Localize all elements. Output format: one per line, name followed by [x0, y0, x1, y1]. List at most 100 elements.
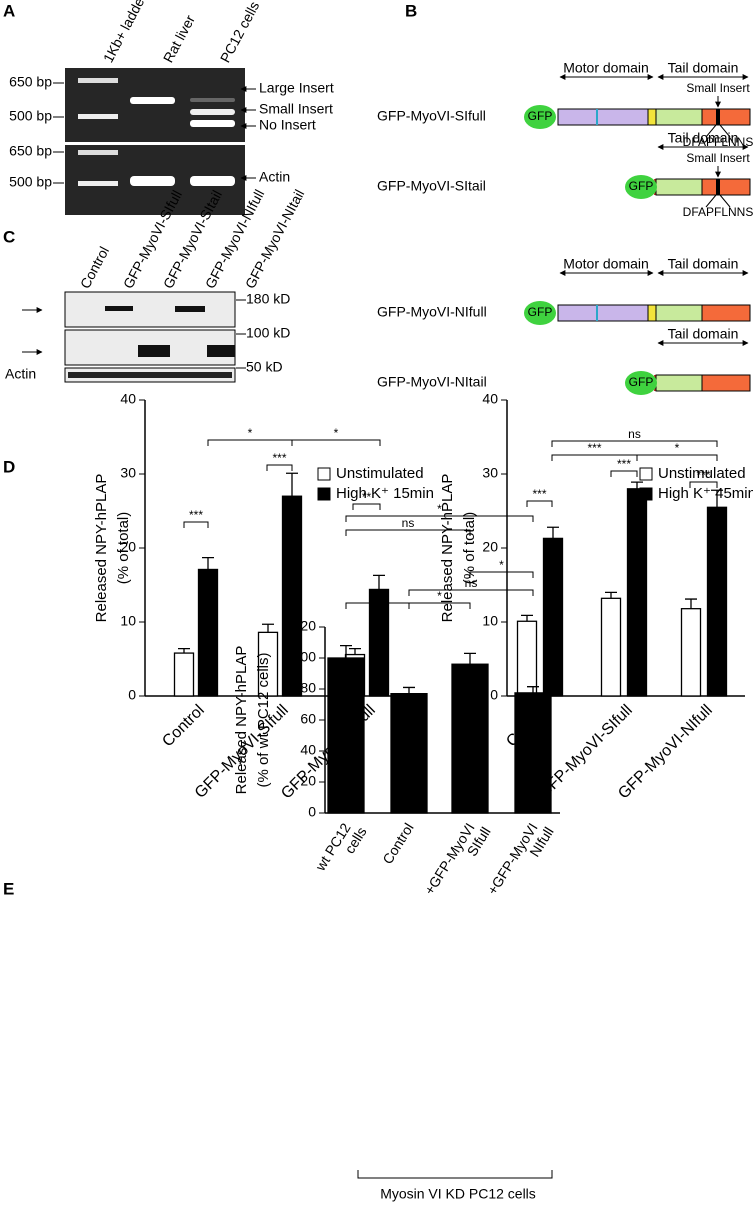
blot-image — [64, 291, 236, 328]
bar — [327, 657, 365, 814]
blot-band — [207, 345, 235, 357]
construct-name: GFP-MyoVI-SItail — [377, 178, 486, 194]
significance-bracket — [266, 464, 293, 471]
y-tick-label: 0 — [308, 804, 316, 820]
gfp-tag — [524, 105, 556, 129]
motor-domain — [557, 304, 649, 322]
blot-band — [175, 306, 205, 312]
y-axis-label: Released NPY-hPLAP — [233, 646, 250, 795]
significance-label: * — [437, 502, 442, 516]
gel-band — [78, 114, 118, 119]
domain-label: Tail domain — [668, 60, 739, 76]
bar — [680, 608, 702, 697]
significance-label: * — [334, 426, 339, 440]
bar — [600, 597, 622, 697]
gel-band — [130, 176, 175, 186]
legend-swatch — [639, 467, 653, 481]
size-marker: 650 bp — [9, 74, 52, 90]
band-label: Large Insert — [259, 80, 334, 96]
x-tick-label: Control — [379, 820, 416, 867]
construct-name: GFP-MyoVI-SIfull — [377, 108, 486, 124]
domain-label: Motor domain — [563, 256, 649, 272]
y-axis-label: (% of total) — [115, 512, 132, 585]
panel-letter: C — [3, 227, 15, 246]
error-bar — [373, 574, 385, 590]
significance-bracket — [183, 521, 209, 528]
tail-domain-cargo — [701, 374, 751, 392]
band-label: Actin — [259, 169, 290, 185]
legend-label: High K⁺ 45min — [658, 485, 753, 502]
gel-band — [190, 98, 235, 102]
significance-bracket — [352, 503, 381, 510]
insert-label: Small Insert — [686, 81, 750, 95]
insert-sequence: DFAPFLNNS — [683, 205, 753, 219]
gfp-label: GFP — [629, 179, 654, 193]
bar — [516, 620, 538, 697]
lever-arm — [647, 108, 657, 126]
significance-bracket — [408, 602, 471, 609]
bar — [542, 537, 564, 697]
gel-band — [190, 120, 235, 127]
y-tick-label: 100 — [293, 649, 317, 665]
significance-bracket — [551, 440, 718, 447]
error-bar — [711, 489, 723, 508]
legend-label: High K⁺ 15min — [336, 485, 434, 502]
error-bar — [286, 472, 298, 497]
significance-label: ns — [402, 516, 415, 530]
lever-arm — [647, 304, 657, 322]
error-bar — [521, 614, 533, 622]
size-marker: 650 bp — [9, 143, 52, 159]
gfp-label: GFP — [629, 375, 654, 389]
x-tick-label: +GFP-MyoVI — [421, 820, 478, 897]
significance-bracket — [610, 470, 638, 477]
error-bar — [464, 652, 476, 665]
gel-band — [130, 97, 175, 104]
gfp-label: GFP — [528, 305, 553, 319]
bar — [173, 652, 195, 697]
error-bar — [349, 647, 361, 655]
legend-label: Unstimulated — [658, 465, 746, 482]
y-axis-label: (% of wt PC12 cells) — [255, 652, 272, 787]
error-bar — [605, 591, 617, 599]
error-bar — [527, 686, 539, 693]
domain-label: Tail domain — [668, 256, 739, 272]
insert-label: Small Insert — [686, 151, 750, 165]
gfp-tag — [625, 371, 657, 395]
legend-swatch — [317, 467, 331, 481]
gel-band — [78, 78, 118, 83]
significance-label: * — [675, 441, 680, 455]
y-tick-label: 0 — [128, 687, 136, 703]
legend-swatch — [639, 487, 653, 501]
lane-label: PC12 cells — [217, 0, 263, 65]
error-bar — [631, 481, 643, 489]
y-tick-label: 20 — [482, 539, 498, 555]
lane-label: Control — [77, 244, 112, 291]
bar — [451, 663, 489, 814]
panel-letter: D — [3, 457, 15, 476]
bar — [281, 495, 303, 697]
y-tick-label: 120 — [293, 618, 317, 634]
y-tick-label: 80 — [300, 680, 316, 696]
panel-letter: E — [3, 879, 14, 898]
bar — [706, 506, 728, 697]
mw-marker: 50 kD — [246, 359, 283, 375]
domain-label: Motor domain — [563, 60, 649, 76]
significance-label: *** — [189, 508, 203, 522]
y-tick-label: 30 — [482, 465, 498, 481]
gfp-tag — [625, 175, 657, 199]
domain-label: Tail domain — [668, 130, 739, 146]
y-axis-label: Released NPY-hPLAP — [93, 474, 110, 623]
error-bar — [262, 623, 274, 633]
y-tick-label: 60 — [300, 711, 316, 727]
error-bar — [178, 647, 190, 654]
tail-domain-cargo — [701, 178, 751, 196]
y-axis-label: Released NPY-hPLAP — [439, 474, 456, 623]
lane-label: 1Kb+ ladder — [100, 0, 150, 65]
y-tick-label: 20 — [120, 539, 136, 555]
loading-label: Actin — [5, 366, 36, 382]
x-tick-label: +GFP-MyoVI — [484, 820, 541, 897]
size-marker: 500 bp — [9, 174, 52, 190]
bar — [197, 568, 219, 697]
tail-domain-proximal — [655, 374, 703, 392]
